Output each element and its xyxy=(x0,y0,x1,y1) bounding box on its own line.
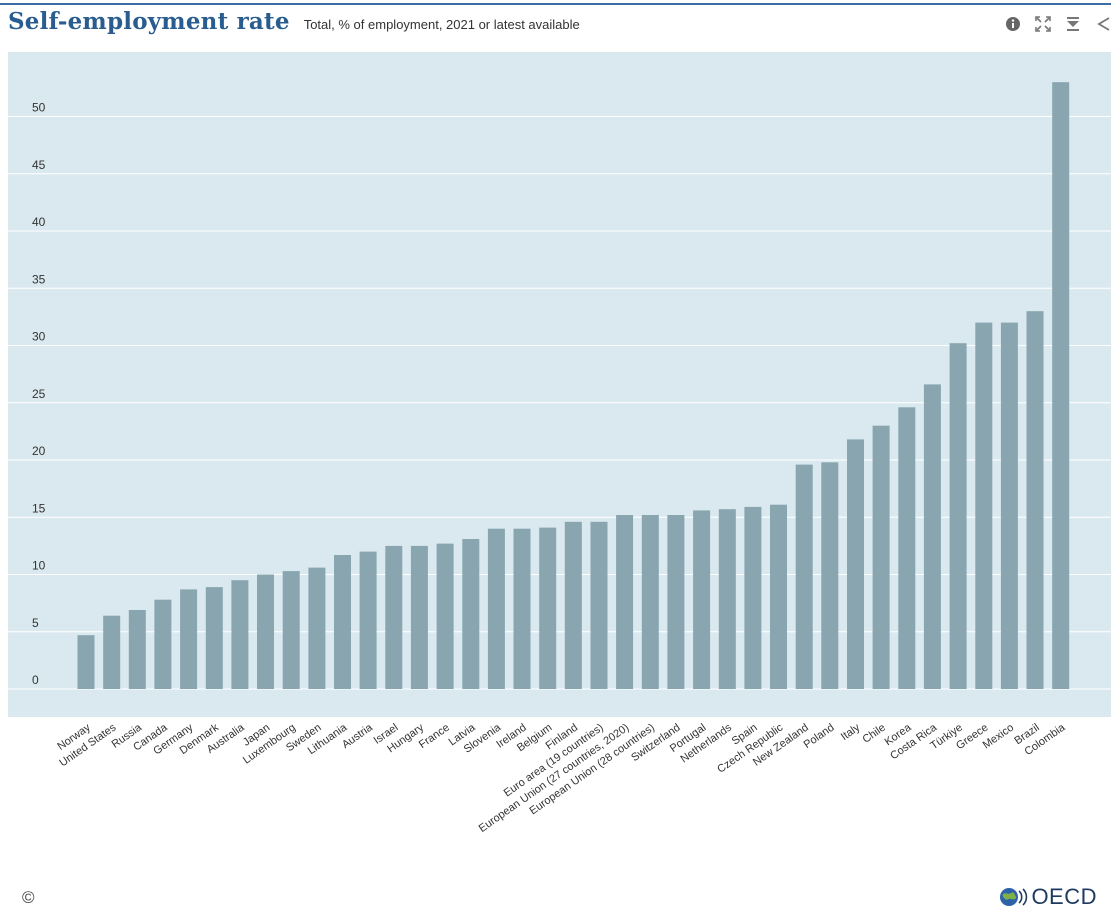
y-tick-label: 40 xyxy=(32,215,46,229)
y-tick-label: 0 xyxy=(32,673,39,687)
bar[interactable] xyxy=(180,589,198,689)
chart-header: Self-employment rate Total, % of employm… xyxy=(8,8,580,42)
globe-icon xyxy=(1000,888,1028,906)
bar[interactable] xyxy=(103,615,121,689)
bar[interactable] xyxy=(667,515,685,689)
bar[interactable] xyxy=(257,574,274,690)
y-tick-label: 10 xyxy=(32,559,46,573)
bar[interactable] xyxy=(282,571,300,689)
y-tick-label: 45 xyxy=(32,158,46,172)
bar[interactable] xyxy=(231,580,249,689)
copyright-symbol: © xyxy=(22,888,35,907)
logo-text: OECD xyxy=(1031,884,1097,909)
bar[interactable] xyxy=(770,504,787,689)
y-tick-label: 30 xyxy=(32,330,46,344)
bar[interactable] xyxy=(1000,322,1018,689)
bar[interactable] xyxy=(462,539,480,689)
y-tick-label: 20 xyxy=(32,444,46,458)
bar[interactable] xyxy=(872,425,890,689)
bar[interactable] xyxy=(564,521,582,689)
y-axis: 0 5 10 15 20 25 30 35 40 45 50 xyxy=(32,101,46,688)
bar[interactable] xyxy=(847,439,864,689)
chart-toolbar xyxy=(1005,16,1111,32)
share-icon[interactable] xyxy=(1095,16,1111,32)
gridlines xyxy=(8,116,1111,690)
y-tick-label: 35 xyxy=(32,272,46,286)
download-icon[interactable] xyxy=(1065,16,1081,32)
bar[interactable] xyxy=(718,509,736,689)
x-tick-label: Chile xyxy=(860,722,887,746)
bar[interactable] xyxy=(487,528,505,689)
oecd-logo[interactable]: OECD xyxy=(999,884,1097,910)
bar[interactable] xyxy=(923,384,941,689)
bar[interactable] xyxy=(154,599,172,689)
bar[interactable] xyxy=(590,521,608,689)
bar[interactable] xyxy=(641,515,659,689)
bar[interactable] xyxy=(334,555,351,689)
y-tick-label: 50 xyxy=(32,101,46,115)
bar[interactable] xyxy=(308,567,326,689)
y-tick-label: 5 xyxy=(32,616,39,630)
bar[interactable] xyxy=(77,635,95,689)
bar[interactable] xyxy=(795,464,813,689)
info-icon[interactable] xyxy=(1005,16,1021,32)
y-tick-label: 25 xyxy=(32,387,46,401)
bar[interactable] xyxy=(513,528,531,689)
y-tick-label: 15 xyxy=(32,501,46,515)
bar[interactable] xyxy=(1026,311,1044,689)
bar[interactable] xyxy=(821,462,839,689)
top-accent-line xyxy=(0,3,1111,5)
bar[interactable] xyxy=(949,343,967,689)
bar[interactable] xyxy=(128,610,146,689)
bar[interactable] xyxy=(385,545,403,689)
bar[interactable] xyxy=(693,510,711,689)
bar[interactable] xyxy=(539,527,557,689)
x-tick-label: Italy xyxy=(839,721,863,743)
bar[interactable] xyxy=(744,506,762,689)
expand-icon[interactable] xyxy=(1035,16,1051,32)
bar[interactable] xyxy=(975,322,993,689)
chart-subtitle: Total, % of employment, 2021 or latest a… xyxy=(303,17,580,32)
bar[interactable] xyxy=(898,407,916,689)
x-tick-label: Austria xyxy=(340,721,376,751)
bar[interactable] xyxy=(436,543,454,689)
bar[interactable] xyxy=(410,545,428,689)
bar[interactable] xyxy=(616,515,634,689)
bars xyxy=(77,82,1070,690)
chart-title: Self-employment rate xyxy=(8,8,290,35)
bar[interactable] xyxy=(359,551,377,689)
bar[interactable] xyxy=(205,587,223,689)
plot-background xyxy=(8,52,1111,717)
bar[interactable] xyxy=(1052,82,1070,689)
